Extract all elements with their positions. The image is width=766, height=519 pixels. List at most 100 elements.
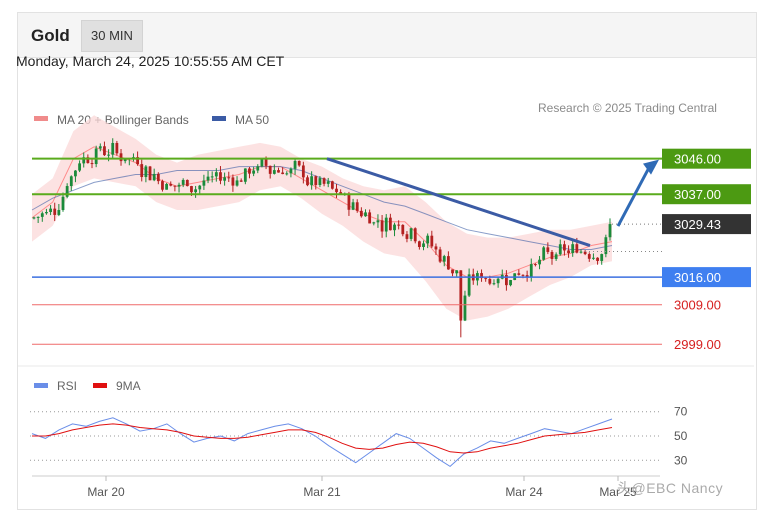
candle-body [567, 250, 570, 254]
candle-body [198, 185, 202, 190]
candle-body [326, 181, 330, 184]
watermark: 头@EBC Nancy [617, 480, 724, 496]
candle-body [74, 170, 77, 177]
candle-body [94, 148, 98, 165]
candle-body [384, 217, 388, 232]
candle-body [388, 217, 392, 231]
ma50-line [31, 166, 613, 250]
time-tick-label: Mar 24 [505, 485, 543, 499]
candle-body [214, 172, 218, 177]
candle-body [306, 177, 309, 186]
price-plot: 3046.00 3037.00 3029.43 3016.00 3009.00 2999.… [31, 115, 751, 352]
candle-body [32, 217, 36, 219]
candle-body [223, 177, 227, 181]
candle-body [534, 264, 537, 266]
chart-header: Gold 30 MIN [18, 13, 756, 58]
candle-body [364, 212, 367, 217]
candle-body [231, 177, 235, 186]
bb-legend-label: MA 20 + Bollinger Bands [57, 113, 189, 127]
candle-body [393, 224, 396, 231]
candle-body [272, 170, 276, 174]
candle-body [496, 278, 500, 284]
candle-body [206, 176, 210, 181]
candle-body [521, 274, 525, 276]
candle-body [575, 244, 579, 253]
candle-body [260, 158, 264, 167]
candle-body [554, 254, 558, 259]
time-tick-label: Mar 25 [599, 485, 637, 499]
candle-body [123, 159, 127, 162]
candle-body [268, 165, 272, 174]
candle-body [397, 224, 401, 226]
current-price-box [662, 214, 751, 235]
candle-body [438, 249, 442, 262]
research-credit: Research © 2025 Trading Central [538, 101, 717, 115]
bollinger-band [32, 115, 612, 321]
candle-body [359, 210, 363, 217]
candle-body [592, 257, 595, 259]
candle-body [36, 216, 40, 218]
rsi-line [31, 417, 613, 468]
candle-body [140, 164, 144, 178]
candle-body [604, 237, 608, 255]
support-label-box [662, 267, 751, 288]
candle-body [152, 173, 156, 181]
candle-body [281, 172, 285, 175]
candle-body [488, 278, 492, 284]
candle-body [219, 172, 222, 181]
candle-body [579, 251, 583, 253]
candle-body [78, 163, 81, 171]
candle-body [413, 228, 417, 242]
candle-body [264, 158, 268, 166]
candle-body [301, 165, 305, 178]
candle-body [293, 160, 297, 169]
candle-body [61, 196, 65, 211]
resistance-label: 3046.00 [674, 152, 721, 167]
candle-body [194, 189, 198, 193]
candle-body [173, 185, 177, 187]
candle-body [119, 153, 123, 162]
candle-body [161, 181, 164, 190]
candle-body [405, 234, 409, 239]
candle-body [57, 210, 61, 215]
candle-body [600, 254, 604, 261]
chart-datetime: Monday, March 24, 2025 10:55:55 AM CET [16, 53, 285, 69]
rsi-legend-label: RSI [57, 379, 77, 393]
ma50-legend-swatch [212, 116, 226, 121]
interval-button[interactable]: 30 MIN [81, 20, 143, 52]
candle-body [451, 269, 454, 274]
candle-body [426, 235, 430, 244]
candle-body [243, 168, 247, 182]
candle-body [314, 176, 318, 186]
candle-body [111, 142, 115, 155]
candle-body [190, 186, 193, 193]
candle-body [550, 251, 554, 259]
candle-body [583, 251, 587, 255]
candle-body [45, 212, 48, 214]
candle-body [335, 188, 338, 193]
instrument-title: Gold [31, 26, 70, 45]
candle-body [248, 168, 251, 174]
rsi-legend-swatch [34, 383, 48, 388]
candle-body [355, 202, 359, 211]
candle-body [558, 244, 562, 255]
rsi-ma9-line [32, 423, 613, 454]
candle-body [571, 244, 575, 254]
candle-body [297, 160, 301, 166]
candle-body [330, 181, 334, 189]
candle-body [434, 246, 438, 250]
candle-body [185, 179, 189, 187]
candle-body [401, 224, 405, 235]
support-label: 3016.00 [674, 270, 721, 285]
candle-body [227, 177, 231, 179]
minor-support-label: 2999.00 [674, 337, 721, 352]
candle-body [310, 176, 314, 186]
candle-body [65, 186, 69, 197]
candle-body [417, 241, 421, 247]
current-price-label: 3029.43 [674, 217, 721, 232]
candle-body [289, 168, 293, 174]
candle-body [409, 228, 413, 239]
candle-body [459, 270, 463, 321]
candle-body [455, 270, 459, 274]
